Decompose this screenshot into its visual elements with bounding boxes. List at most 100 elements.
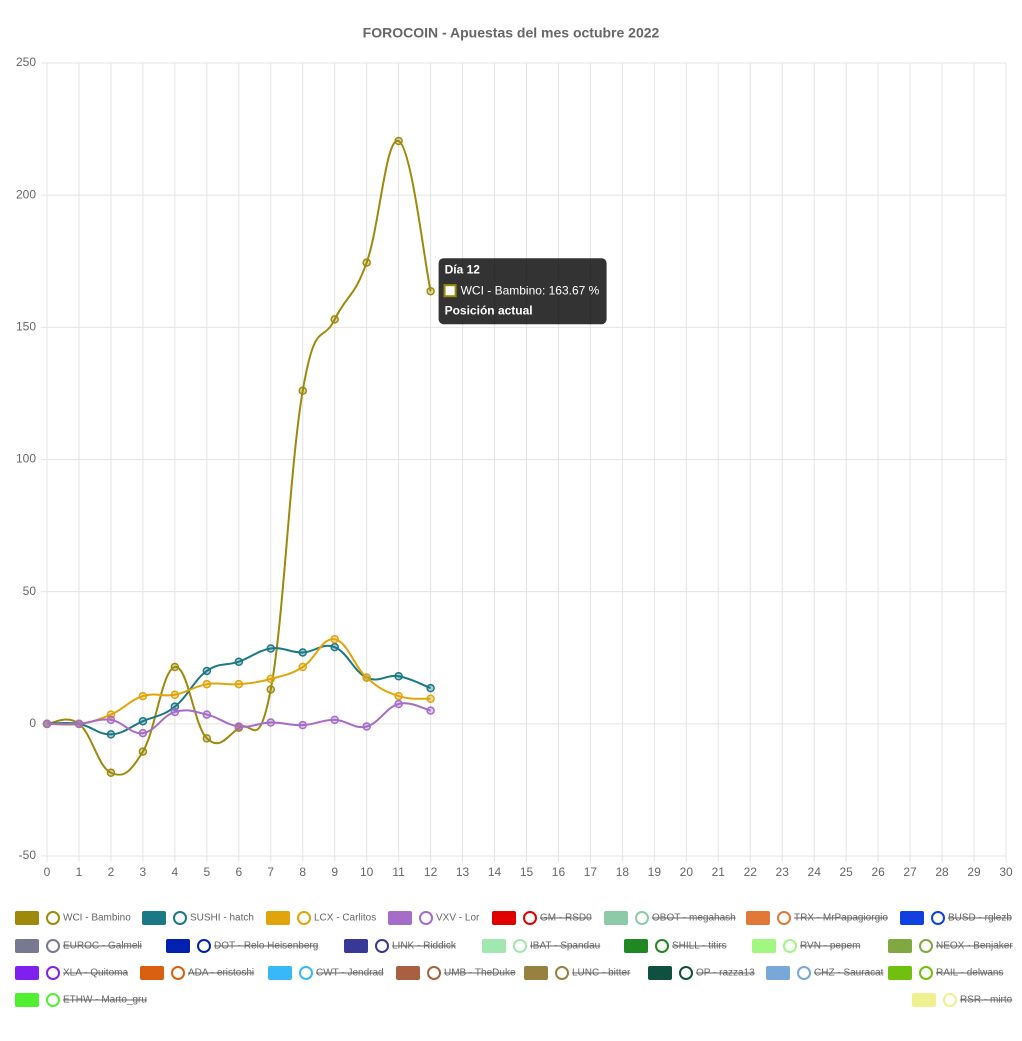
- legend-icon: [173, 911, 187, 925]
- legend-swatch: [624, 939, 648, 953]
- data-point: [298, 720, 307, 730]
- x-tick-label: 11: [392, 865, 405, 879]
- legend-swatch: [912, 993, 936, 1007]
- legend-label[interactable]: EUROC - Galmeli: [63, 941, 142, 952]
- data-point: [330, 715, 339, 725]
- data-point: [234, 657, 244, 666]
- x-tick-label: 24: [808, 865, 822, 879]
- data-point: [42, 719, 52, 729]
- legend-label[interactable]: GM - RSD0: [540, 913, 592, 924]
- legend-swatch: [15, 939, 39, 953]
- x-tick-label: 16: [552, 865, 566, 879]
- tooltip-label: WCI - Bambino: 163.67 %: [461, 283, 600, 297]
- legend-label[interactable]: TRX - MrPapagiorgio: [794, 913, 888, 924]
- legend-icon: [375, 939, 389, 953]
- legend-label[interactable]: BUSD - rglezb: [948, 913, 1012, 924]
- lines: [42, 136, 435, 777]
- x-tick-label: 29: [967, 865, 981, 879]
- legend-label[interactable]: SHILL - titirs: [672, 941, 727, 952]
- data-point: [202, 734, 212, 743]
- legend-swatch: [268, 966, 292, 980]
- legend-label[interactable]: CHZ - Sauracat: [814, 968, 884, 979]
- legend-swatch: [524, 966, 548, 980]
- data-point: [330, 642, 339, 652]
- x-tick-label: 1: [76, 865, 83, 879]
- legend-icon: [513, 939, 527, 953]
- legend-label[interactable]: XLA - Quitoma: [63, 968, 128, 979]
- legend-swatch: [266, 911, 290, 925]
- x-tick-label: 15: [520, 865, 534, 879]
- x-tick-label: 6: [235, 865, 242, 879]
- x-tick-label: 26: [871, 865, 885, 879]
- tooltip-box: [438, 258, 607, 325]
- data-point: [202, 710, 212, 719]
- x-tick-label: 12: [424, 865, 438, 879]
- legend-swatch: [15, 966, 39, 980]
- legend-icon: [919, 966, 933, 980]
- data-point: [106, 768, 116, 777]
- data-point: [138, 728, 148, 738]
- legend-label[interactable]: RAIL - delwans: [936, 968, 1003, 979]
- data-point: [394, 691, 403, 701]
- series-line: [46, 139, 432, 776]
- data-point: [298, 386, 307, 396]
- legend-icon: [46, 966, 60, 980]
- tooltip: Día 12 WCI - Bambino: 163.67 % Posición ac…: [438, 258, 607, 325]
- data-point: [138, 716, 148, 726]
- data-point: [170, 662, 180, 672]
- legend-label[interactable]: LINK - Riddick: [392, 941, 457, 952]
- legend-swatch: [900, 911, 924, 925]
- x-tick-label: 21: [712, 865, 726, 879]
- x-tick-label: 17: [584, 865, 598, 879]
- legend-swatch: [888, 966, 912, 980]
- data-point: [394, 672, 403, 681]
- x-tick-label: 9: [331, 865, 338, 879]
- legend-label[interactable]: UMB - TheDuke: [444, 968, 516, 979]
- x-tick-label: 22: [744, 865, 758, 879]
- legend-label[interactable]: WCI - Bambino: [63, 913, 131, 924]
- legend-icon: [655, 939, 669, 953]
- legend-swatch: [604, 911, 628, 925]
- legend-swatch: [492, 911, 516, 925]
- legend-label[interactable]: VXV - Lor: [436, 913, 480, 924]
- y-tick-label: 50: [23, 584, 37, 598]
- x-tick-label: 25: [839, 865, 853, 879]
- x-tick-label: 28: [935, 865, 949, 879]
- data-point: [266, 685, 276, 694]
- series-line: [46, 638, 431, 726]
- data-point: [74, 719, 84, 729]
- legend-label[interactable]: ADA - eristoshi: [188, 968, 254, 979]
- y-tick-label: 200: [16, 187, 36, 201]
- legend-label[interactable]: SUSHI - hatch: [190, 913, 254, 924]
- legend-label[interactable]: LUNC - bitter: [572, 968, 631, 979]
- x-tick-label: 3: [140, 865, 147, 879]
- legend-icon: [797, 966, 811, 980]
- legend-swatch: [166, 939, 190, 953]
- legend-label[interactable]: LCX - Carlitos: [314, 913, 376, 924]
- legend-label[interactable]: OBOT - megahash: [652, 913, 736, 924]
- x-tick-label: 5: [203, 865, 210, 879]
- legend-icon: [555, 966, 569, 980]
- data-point: [426, 694, 435, 703]
- legend-label[interactable]: CWT - Jendrad: [316, 968, 384, 979]
- legend-label[interactable]: RVN - pepem: [800, 941, 860, 952]
- legend-label[interactable]: NEOX - Benjaker: [936, 941, 1013, 952]
- legend-label[interactable]: RSR - mirto: [960, 995, 1013, 1006]
- legend-label[interactable]: DOT - Relo Heisenberg: [214, 941, 318, 952]
- x-tick-label: 8: [299, 865, 306, 879]
- legend-swatch: [142, 911, 166, 925]
- data-point: [330, 634, 339, 644]
- x-tick-label: 18: [616, 865, 630, 879]
- data-point: [330, 315, 339, 324]
- legend-label[interactable]: IBAT - Spandau: [530, 941, 600, 952]
- x-tick-label: 19: [648, 865, 662, 879]
- legend-label[interactable]: ETHW - Marto_gru: [63, 995, 147, 1006]
- data-point: [170, 690, 180, 700]
- legend-swatch: [140, 966, 164, 980]
- legend-swatch: [648, 966, 672, 980]
- legend[interactable]: WCI - Bambino SUSHI - hatch LCX - Carlitos…: [15, 911, 1013, 1007]
- y-tick-label: 150: [16, 320, 36, 334]
- legend-label[interactable]: OP - razza13: [696, 968, 755, 979]
- y-tick-label: 0: [29, 716, 36, 730]
